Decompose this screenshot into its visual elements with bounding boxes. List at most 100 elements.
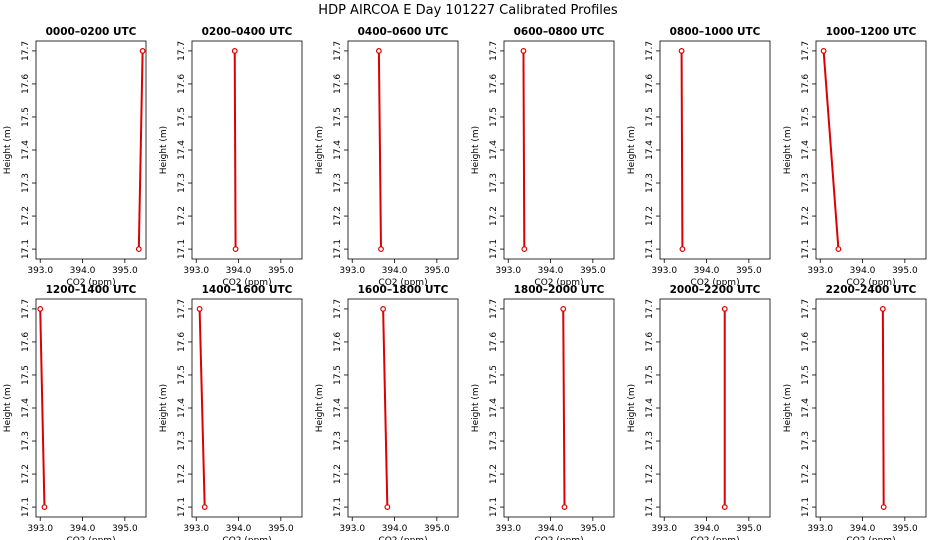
data-point xyxy=(231,48,238,54)
profile-line xyxy=(137,50,144,250)
x-tick-label: 395.0 xyxy=(736,266,762,276)
y-tick-label: 17.5 xyxy=(801,107,811,127)
panels: 0000–0200 UTC 393.0 394.0 395.0 17.1 17.2 17.3… xyxy=(3,26,927,540)
y-tick-label: 17.2 xyxy=(489,206,499,226)
y-tick-label: 17.7 xyxy=(645,41,655,61)
y-tick-label: 17.6 xyxy=(21,74,31,94)
y-tick-label: 17.2 xyxy=(489,464,499,484)
x-tick-label: 394.0 xyxy=(382,266,408,276)
data-point xyxy=(196,306,203,312)
y-tick-label: 17.6 xyxy=(801,74,811,94)
y-tick-label: 17.2 xyxy=(333,464,343,484)
panel-title: 2000–2200 UTC xyxy=(670,284,761,296)
y-tick-label: 17.3 xyxy=(21,431,31,451)
y-tick-label: 17.4 xyxy=(801,140,811,160)
y-axis-label: Height (m) xyxy=(783,384,793,432)
data-point xyxy=(521,246,528,252)
x-tick-label: 394.0 xyxy=(226,524,252,534)
data-point xyxy=(678,48,685,54)
y-tick-label: 17.6 xyxy=(177,332,187,352)
y-tick-label: 17.6 xyxy=(489,332,499,352)
y-tick-label: 17.7 xyxy=(177,299,187,319)
y-tick-label: 17.6 xyxy=(333,332,343,352)
profile-line xyxy=(522,50,526,250)
x-axis-label: CO2 (ppm) xyxy=(534,278,583,288)
panel-title: 1400–1600 UTC xyxy=(202,284,293,296)
y-tick-label: 17.3 xyxy=(801,431,811,451)
data-point xyxy=(139,48,146,54)
panel-title: 0400–0600 UTC xyxy=(358,26,449,38)
data-point xyxy=(520,48,527,54)
profile-line xyxy=(881,308,885,508)
x-axis-label: CO2 (ppm) xyxy=(66,536,115,540)
chart-panel: 1200–1400 UTC 393.0 394.0 395.0 17.1 17.2 17.3… xyxy=(3,284,147,540)
x-axis-label: CO2 (ppm) xyxy=(690,536,739,540)
x-axis-label: CO2 (ppm) xyxy=(534,536,583,540)
y-tick-label: 17.2 xyxy=(21,464,31,484)
x-tick-label: 395.0 xyxy=(268,266,294,276)
x-tick-label: 393.0 xyxy=(807,266,833,276)
y-axis-label: Height (m) xyxy=(3,126,13,174)
y-tick-label: 17.1 xyxy=(21,497,31,517)
y-tick-label: 17.4 xyxy=(21,140,31,160)
x-tick-label: 395.0 xyxy=(112,524,138,534)
plot-frame xyxy=(659,298,771,518)
chart-panel: 1600–1800 UTC 393.0 394.0 395.0 17.1 17.2 17.3… xyxy=(315,284,459,540)
y-tick-label: 17.6 xyxy=(645,74,655,94)
data-point xyxy=(561,504,568,510)
y-tick-label: 17.1 xyxy=(21,239,31,259)
y-tick-label: 17.5 xyxy=(177,365,187,385)
y-tick-label: 17.7 xyxy=(645,299,655,319)
x-tick-label: 393.0 xyxy=(27,266,53,276)
chart-panel: 0200–0400 UTC 393.0 394.0 395.0 17.1 17.2 17.3… xyxy=(159,26,303,288)
y-tick-label: 17.5 xyxy=(21,365,31,385)
x-tick-label: 394.0 xyxy=(850,266,876,276)
y-tick-label: 17.4 xyxy=(333,398,343,418)
y-tick-label: 17.1 xyxy=(645,497,655,517)
y-tick-label: 17.1 xyxy=(645,239,655,259)
x-axis-label: CO2 (ppm) xyxy=(66,278,115,288)
y-tick-label: 17.2 xyxy=(177,206,187,226)
data-point xyxy=(880,504,887,510)
x-tick-label: 393.0 xyxy=(183,266,209,276)
y-tick-label: 17.5 xyxy=(333,365,343,385)
panel-title: 2200–2400 UTC xyxy=(826,284,917,296)
y-tick-label: 17.5 xyxy=(21,107,31,127)
data-point xyxy=(378,246,384,252)
x-tick-label: 393.0 xyxy=(495,266,521,276)
y-tick-label: 17.5 xyxy=(801,365,811,385)
y-tick-label: 17.2 xyxy=(645,464,655,484)
panel-title: 1000–1200 UTC xyxy=(826,26,917,38)
y-tick-label: 17.7 xyxy=(333,41,343,61)
figure-title: HDP AIRCOA E Day 101227 Calibrated Profi… xyxy=(318,3,618,18)
y-tick-label: 17.2 xyxy=(801,206,811,226)
y-axis-label: Height (m) xyxy=(627,126,637,174)
data-point xyxy=(384,504,391,510)
y-tick-label: 17.4 xyxy=(801,398,811,418)
y-tick-label: 17.3 xyxy=(645,431,655,451)
profile-line xyxy=(822,50,840,250)
y-axis-label: Height (m) xyxy=(471,126,481,174)
y-tick-label: 17.2 xyxy=(177,464,187,484)
y-axis-label: Height (m) xyxy=(471,384,481,432)
data-point xyxy=(380,306,387,312)
y-axis-label: Height (m) xyxy=(159,126,169,174)
y-tick-label: 17.1 xyxy=(177,497,187,517)
x-tick-label: 393.0 xyxy=(183,524,209,534)
x-tick-label: 394.0 xyxy=(70,266,96,276)
x-axis-label: CO2 (ppm) xyxy=(846,536,895,540)
y-tick-label: 17.7 xyxy=(489,41,499,61)
y-tick-label: 17.6 xyxy=(21,332,31,352)
x-tick-label: 395.0 xyxy=(424,266,450,276)
x-tick-label: 394.0 xyxy=(538,266,564,276)
profile-line xyxy=(562,308,566,508)
panel-title: 0200–0400 UTC xyxy=(202,26,293,38)
y-tick-label: 17.3 xyxy=(801,173,811,193)
y-tick-label: 17.1 xyxy=(489,497,499,517)
y-tick-label: 17.7 xyxy=(801,299,811,319)
chart-panel: 2000–2200 UTC 393.0 394.0 395.0 17.1 17.2 17.3… xyxy=(627,284,771,540)
panel-title: 0600–0800 UTC xyxy=(514,26,605,38)
x-tick-label: 394.0 xyxy=(694,266,720,276)
y-tick-label: 17.4 xyxy=(645,398,655,418)
